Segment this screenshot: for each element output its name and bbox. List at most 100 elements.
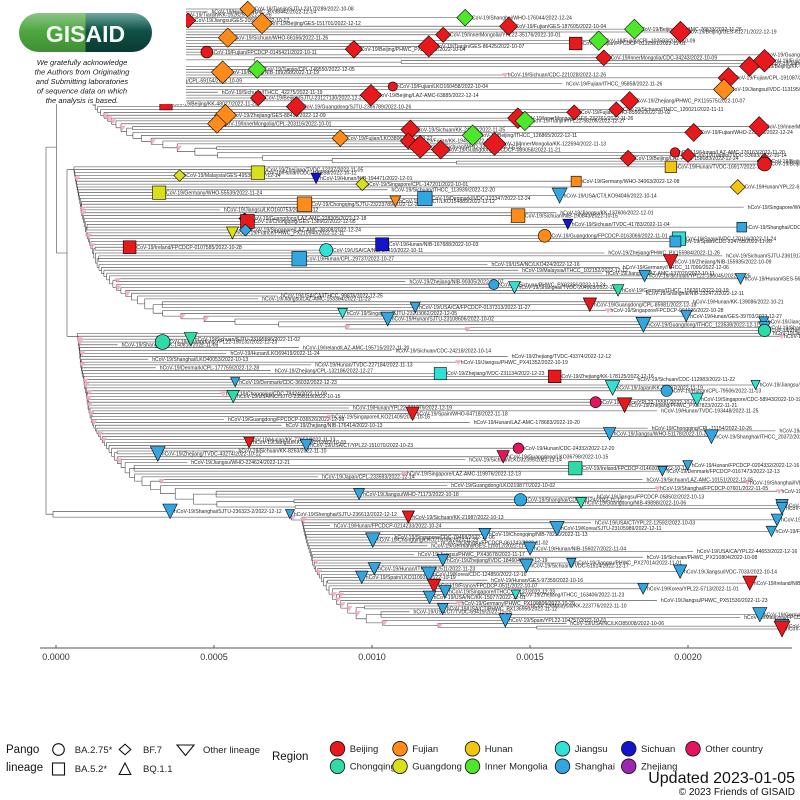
svg-text:hCoV-19/Hunan/SJTU-23108606/20: hCoV-19/Hunan/SJTU-23108606/2022-10-02 <box>392 317 494 323</box>
svg-text:hCoV-19/Shanghai/TVDC-204903/2: hCoV-19/Shanghai/TVDC-204903/2022-11-04 <box>519 285 623 291</box>
svg-text:hCoV-19/Jiangsu/WHO-71173/2022: hCoV-19/Jiangsu/WHO-71173/2022-10-18 <box>363 492 459 498</box>
svg-text:hCoV-19/Shanghai/NIB-232472/20: hCoV-19/Shanghai/NIB-232472/2022-12-11 <box>646 291 745 297</box>
svg-text:Region: Region <box>272 751 308 763</box>
svg-text:hCoV-19/Guangdong/WHO-98340/20: hCoV-19/Guangdong/WHO-98340/2022-11-19 <box>784 334 800 340</box>
svg-text:hCoV-19/Sichuan/TVDC-51514/202: hCoV-19/Sichuan/TVDC-51514/2022-12-17 <box>530 564 628 570</box>
svg-text:hCoV-19/Jiangsu/IVDC-113195/20: hCoV-19/Jiangsu/IVDC-113195/2022-12-21 <box>728 87 800 93</box>
svg-text:hCoV-19/Germany/WHO-34063/2022: hCoV-19/Germany/WHO-34063/2022-12-08 <box>580 179 680 185</box>
svg-text:Shanghai: Shanghai <box>575 762 615 773</box>
svg-text:0.0015: 0.0015 <box>516 652 544 662</box>
svg-text:hCoV-19/Sichuan/KK-21987/2022-: hCoV-19/Sichuan/KK-21987/2022-10-13 <box>412 515 503 521</box>
svg-text:hCoV-19/Guangdong/FPCDCP-08905: hCoV-19/Guangdong/FPCDCP-089058/2022-11-… <box>445 147 561 153</box>
svg-text:Sichuan: Sichuan <box>641 744 675 755</box>
svg-text:hCoV-19/Denmark/CDC-36032/2022: hCoV-19/Denmark/CDC-36032/2022-12-23 <box>239 380 337 386</box>
svg-text:hCoV-19/Fujian/WHO-229906/2022: hCoV-19/Fujian/WHO-229906/2022-12-24 <box>698 130 793 136</box>
svg-text:BA.2.75*: BA.2.75* <box>75 745 113 756</box>
svg-text:BQ.1.1: BQ.1.1 <box>143 764 173 775</box>
svg-text:hCoV-19/Sichuan/LKO32395/2022-: hCoV-19/Sichuan/LKO32395/2022-11-14 <box>469 457 562 463</box>
svg-text:hCoV-19/Zhejiang/CPL-132186/20: hCoV-19/Zhejiang/CPL-132186/2022-12-27 <box>275 368 373 374</box>
svg-text:hCoV-19/Malaysia/FPCDCP-016023: hCoV-19/Malaysia/FPCDCP-0160232/2022-10-… <box>744 615 800 621</box>
svg-text:hCoV-19/Singapore/WHO-180047/2: hCoV-19/Singapore/WHO-180047/2022-11-15 <box>748 205 800 211</box>
svg-text:hCoV-19/Spain/LKO110933/2022-1: hCoV-19/Spain/LKO110933/2022-10-19 <box>366 575 456 581</box>
svg-text:0.0010: 0.0010 <box>358 652 386 662</box>
svg-text:of sequence data on which: of sequence data on which <box>37 87 127 96</box>
svg-text:GISAID: GISAID <box>46 21 125 47</box>
svg-text:hCoV-19/Sichuan/LAZ-AMC-10151/: hCoV-19/Sichuan/LAZ-AMC-10151/2022-12-05 <box>647 477 754 483</box>
svg-text:hCoV-19/Zhejiang/GES-88410/202: hCoV-19/Zhejiang/GES-88410/2022-12-09 <box>229 113 325 119</box>
svg-text:hCoV-19/Zhejiang/ITHCC_163406/: hCoV-19/Zhejiang/ITHCC_163406/2022-11-23 <box>520 592 625 598</box>
svg-text:hCoV-19/France/FPCDCP-0153614/: hCoV-19/France/FPCDCP-0153614/2022-11-20 <box>776 529 800 535</box>
svg-text:the analysis is based.: the analysis is based. <box>46 96 119 105</box>
svg-text:hCoV-19/Shanghai/WHO-176044/20: hCoV-19/Shanghai/WHO-176044/2022-12-24 <box>469 15 572 21</box>
svg-text:hCoV-19/Zhejiang/PHWC_PX115575: hCoV-19/Zhejiang/PHWC_PX115575/2022-10-0… <box>634 99 746 105</box>
svg-text:hCoV-19/InnerMongolia/YPL22-35: hCoV-19/InnerMongolia/YPL22-35176/2022-1… <box>447 33 561 39</box>
svg-text:and Submitting laboratories: and Submitting laboratories <box>36 77 129 86</box>
svg-text:hCoV-19/Beijing/GES-151701/202: hCoV-19/Beijing/GES-151701/2022-12-12 <box>266 21 361 27</box>
svg-text:hCoV-19/USA/NC/SJTU-2358119/20: hCoV-19/USA/NC/SJTU-2358119/2022-10-15 <box>237 394 340 400</box>
svg-text:hCoV-19/Chongqing/GES-138902/2: hCoV-19/Chongqing/GES-138902/2022-12-05 <box>251 219 355 225</box>
svg-text:hCoV-19/Germany/PHWC_PX177470/: hCoV-19/Germany/PHWC_PX177470/2022-10-08 <box>786 627 800 633</box>
svg-text:0.0000: 0.0000 <box>42 652 70 662</box>
svg-text:hCoV-19/Zhejiang/IVDC-231134/2: hCoV-19/Zhejiang/IVDC-231134/2022-12-23 <box>444 371 544 377</box>
svg-text:hCoV-19/Jiangsu/YPL22-115735/2: hCoV-19/Jiangsu/YPL22-115735/2022-10-05 <box>760 383 800 389</box>
svg-text:hCoV-19/Chongqing/SJTU-2322378: hCoV-19/Chongqing/SJTU-23223789/2022-12-… <box>309 202 421 208</box>
svg-text:hCoV-19/Guangdong/LKO57489/202: hCoV-19/Guangdong/LKO57489/2022-11-01 <box>786 506 800 512</box>
svg-text:hCoV-19/Germany/WHO-55539/2022: hCoV-19/Germany/WHO-55539/2022-11-24 <box>163 190 262 196</box>
svg-text:Fujian: Fujian <box>412 744 438 755</box>
svg-text:hCoV-19/Sichuan/CDC-24218/2022: hCoV-19/Sichuan/CDC-24218/2022-10-14 <box>396 348 492 354</box>
svg-text:hCoV-19/Sichuan/CDC-221028/202: hCoV-19/Sichuan/CDC-221028/2022-12-26 <box>508 73 606 79</box>
svg-text:Updated 2023-01-05: Updated 2023-01-05 <box>648 770 795 787</box>
svg-text:hCoV-19/Ireland/NIB-9721/2022-: hCoV-19/Ireland/NIB-9721/2022-10-11 <box>754 581 800 587</box>
svg-text:hCoV-19/Shanghai/CDC-19735/202: hCoV-19/Shanghai/CDC-19735/2022-11-08 <box>746 225 800 231</box>
svg-text:hCoV-19/Guangdong/SJTU-2366789: hCoV-19/Guangdong/SJTU-2366789/2022-10-2… <box>300 104 411 110</box>
svg-text:hCoV-19/USA/CT/TVDC-69419/2022: hCoV-19/USA/CT/TVDC-69419/2022-11-25 <box>414 610 512 616</box>
svg-text:Inner Mongolia: Inner Mongolia <box>485 762 549 773</box>
svg-text:Beijing: Beijing <box>350 744 379 755</box>
svg-text:Jiangsu: Jiangsu <box>575 744 608 755</box>
svg-text:hCoV-19/Guangdong/LKO219877/20: hCoV-19/Guangdong/LKO219877/2022-10-02 <box>451 483 555 489</box>
svg-text:hCoV-19/Beijing/LAZ-AMC-63885/: hCoV-19/Beijing/LAZ-AMC-63885/2022-12-14 <box>375 93 479 99</box>
svg-text:hCoV-19/Korea/YPL22-5713/2022-: hCoV-19/Korea/YPL22-5713/2022-11-01 <box>647 587 739 593</box>
svg-text:hCoV-19/Denmark/CPL-177759/202: hCoV-19/Denmark/CPL-177759/2022-12-28 <box>160 366 260 372</box>
svg-text:hCoV-19/Jiangsu/LAZ-AMC-153304: hCoV-19/Jiangsu/LAZ-AMC-153304/2022-11-2… <box>262 297 371 303</box>
svg-text:hCoV-19/USA/CT/PHWC_PX204370/2: hCoV-19/USA/CT/PHWC_PX204370/2022-10-17 <box>781 518 800 524</box>
svg-text:hCoV-19/Beijing/NIB-199268/202: hCoV-19/Beijing/NIB-199268/2022-11-19 <box>227 70 319 76</box>
svg-text:hCoV-19/Hunan/FPCDCP-0214233/2: hCoV-19/Hunan/FPCDCP-0214233/2022-10-24 <box>334 523 442 529</box>
svg-text:hCoV-19/Beijing/SJTU-23127130/: hCoV-19/Beijing/SJTU-23127130/2022-12-27 <box>262 96 365 102</box>
svg-text:hCoV-19/Singapore/LAZ-AMC-1199: hCoV-19/Singapore/LAZ-AMC-119976/2022-12… <box>407 472 521 478</box>
svg-text:hCoV-19/Sichuan/CDC-112983/202: hCoV-19/Sichuan/CDC-112983/2022-11-22 <box>638 377 736 383</box>
svg-text:hCoV-19/Hunan/NIB-156027/2022-: hCoV-19/Hunan/NIB-156027/2022-11-04 <box>534 546 626 552</box>
svg-text:0.0020: 0.0020 <box>674 652 702 662</box>
svg-text:We gratefully acknowledge: We gratefully acknowledge <box>37 58 128 67</box>
svg-text:hCoV-19/Beijing/LAZ-AMC-9443/2: hCoV-19/Beijing/LAZ-AMC-9443/2022-10-22 <box>769 162 800 168</box>
svg-text:hCoV-19/USA/NC/LKO85008/2022-1: hCoV-19/USA/NC/LKO85008/2022-10-06 <box>570 621 664 627</box>
svg-text:hCoV-19/InnerMongolia/CPL-2031: hCoV-19/InnerMongolia/CPL-203116/2022-10… <box>221 122 332 128</box>
svg-text:hCoV-19/Malaysia/GES-49530/202: hCoV-19/Malaysia/GES-49530/2022-12-14 <box>184 173 281 179</box>
svg-text:hCoV-19/Hunan/GES-56422/2022-1: hCoV-19/Hunan/GES-56422/2022-10-24 <box>745 277 800 283</box>
svg-text:Guangdong: Guangdong <box>412 762 462 773</box>
svg-text:the Authors from Originating: the Authors from Originating <box>35 68 130 77</box>
svg-text:hCoV-19/Hunan/TVDC-193448/2022: hCoV-19/Hunan/TVDC-193448/2022-11-25 <box>661 409 758 415</box>
svg-text:hCoV-19/Tianjin/YPL22-58205/20: hCoV-19/Tianjin/YPL22-58205/2022-12-27 <box>529 119 625 125</box>
svg-text:Hunan: Hunan <box>485 744 513 755</box>
svg-text:hCoV-19/Hunan/LAZ-AMC-178683/2: hCoV-19/Hunan/LAZ-AMC-178683/2022-10-20 <box>474 420 580 426</box>
svg-text:hCoV-19/Spain/CDC-224755/2022-: hCoV-19/Spain/CDC-224755/2022-11-26 <box>679 239 772 245</box>
svg-text:hCoV-19/Shanghai/ITHCC_20372/2: hCoV-19/Shanghai/ITHCC_20372/2022-11-24 <box>715 434 800 440</box>
svg-text:hCoV-19/Germany/GES-110012/202: hCoV-19/Germany/GES-110012/2022-11-20 <box>431 544 531 550</box>
svg-text:hCoV-19/Fujian/FPCDCP-0145421/: hCoV-19/Fujian/FPCDCP-0145421/2022-10-11 <box>211 50 317 56</box>
svg-text:hCoV-19/Shanghai/FPCDCP-07601/: hCoV-19/Shanghai/FPCDCP-07601/2022-11-05 <box>660 486 768 492</box>
svg-text:hCoV-19/Sichuan/WHO-66166/2022: hCoV-19/Sichuan/WHO-66166/2022-11-26 <box>232 35 329 41</box>
svg-text:hCoV-19/Hunan/CPL-29737/2022-1: hCoV-19/Hunan/CPL-29737/2022-10-27 <box>303 256 394 262</box>
svg-text:hCoV-19/Zhejiang/TVDC-43274/20: hCoV-19/Zhejiang/TVDC-43274/2022-10-12 <box>162 452 262 458</box>
svg-text:hCoV-19/Chongqing/NIB-78230/20: hCoV-19/Chongqing/NIB-78230/2022-11-13 <box>489 532 588 538</box>
svg-text:BA.5.2*: BA.5.2* <box>75 764 108 775</box>
svg-text:0.0005: 0.0005 <box>200 652 228 662</box>
svg-text:hCoV-19/Fujian/CPL-191087/2022: hCoV-19/Fujian/CPL-191087/2022-11-28 <box>732 76 800 82</box>
svg-text:hCoV-19/Shanghai/LKO40053/2022: hCoV-19/Shanghai/LKO40053/2022-10-13 <box>152 357 248 363</box>
svg-text:lineage: lineage <box>6 762 43 774</box>
svg-text:hCoV-19/Guangdong/NIB-49898/20: hCoV-19/Guangdong/NIB-49898/2022-10-06 <box>585 500 686 506</box>
svg-text:hCoV-19/Zhejiang/NIB-176414/20: hCoV-19/Zhejiang/NIB-176414/2022-10-13 <box>286 423 383 429</box>
svg-text:hCoV-19/Hunan/YPL22-61334/2022: hCoV-19/Hunan/YPL22-61334/2022-12-27 <box>742 185 800 191</box>
svg-text:Other country: Other country <box>705 744 763 755</box>
svg-text:hCoV-19/Beijing/PHWC_PX207642/: hCoV-19/Beijing/PHWC_PX207642/2022-10-04 <box>358 47 466 53</box>
